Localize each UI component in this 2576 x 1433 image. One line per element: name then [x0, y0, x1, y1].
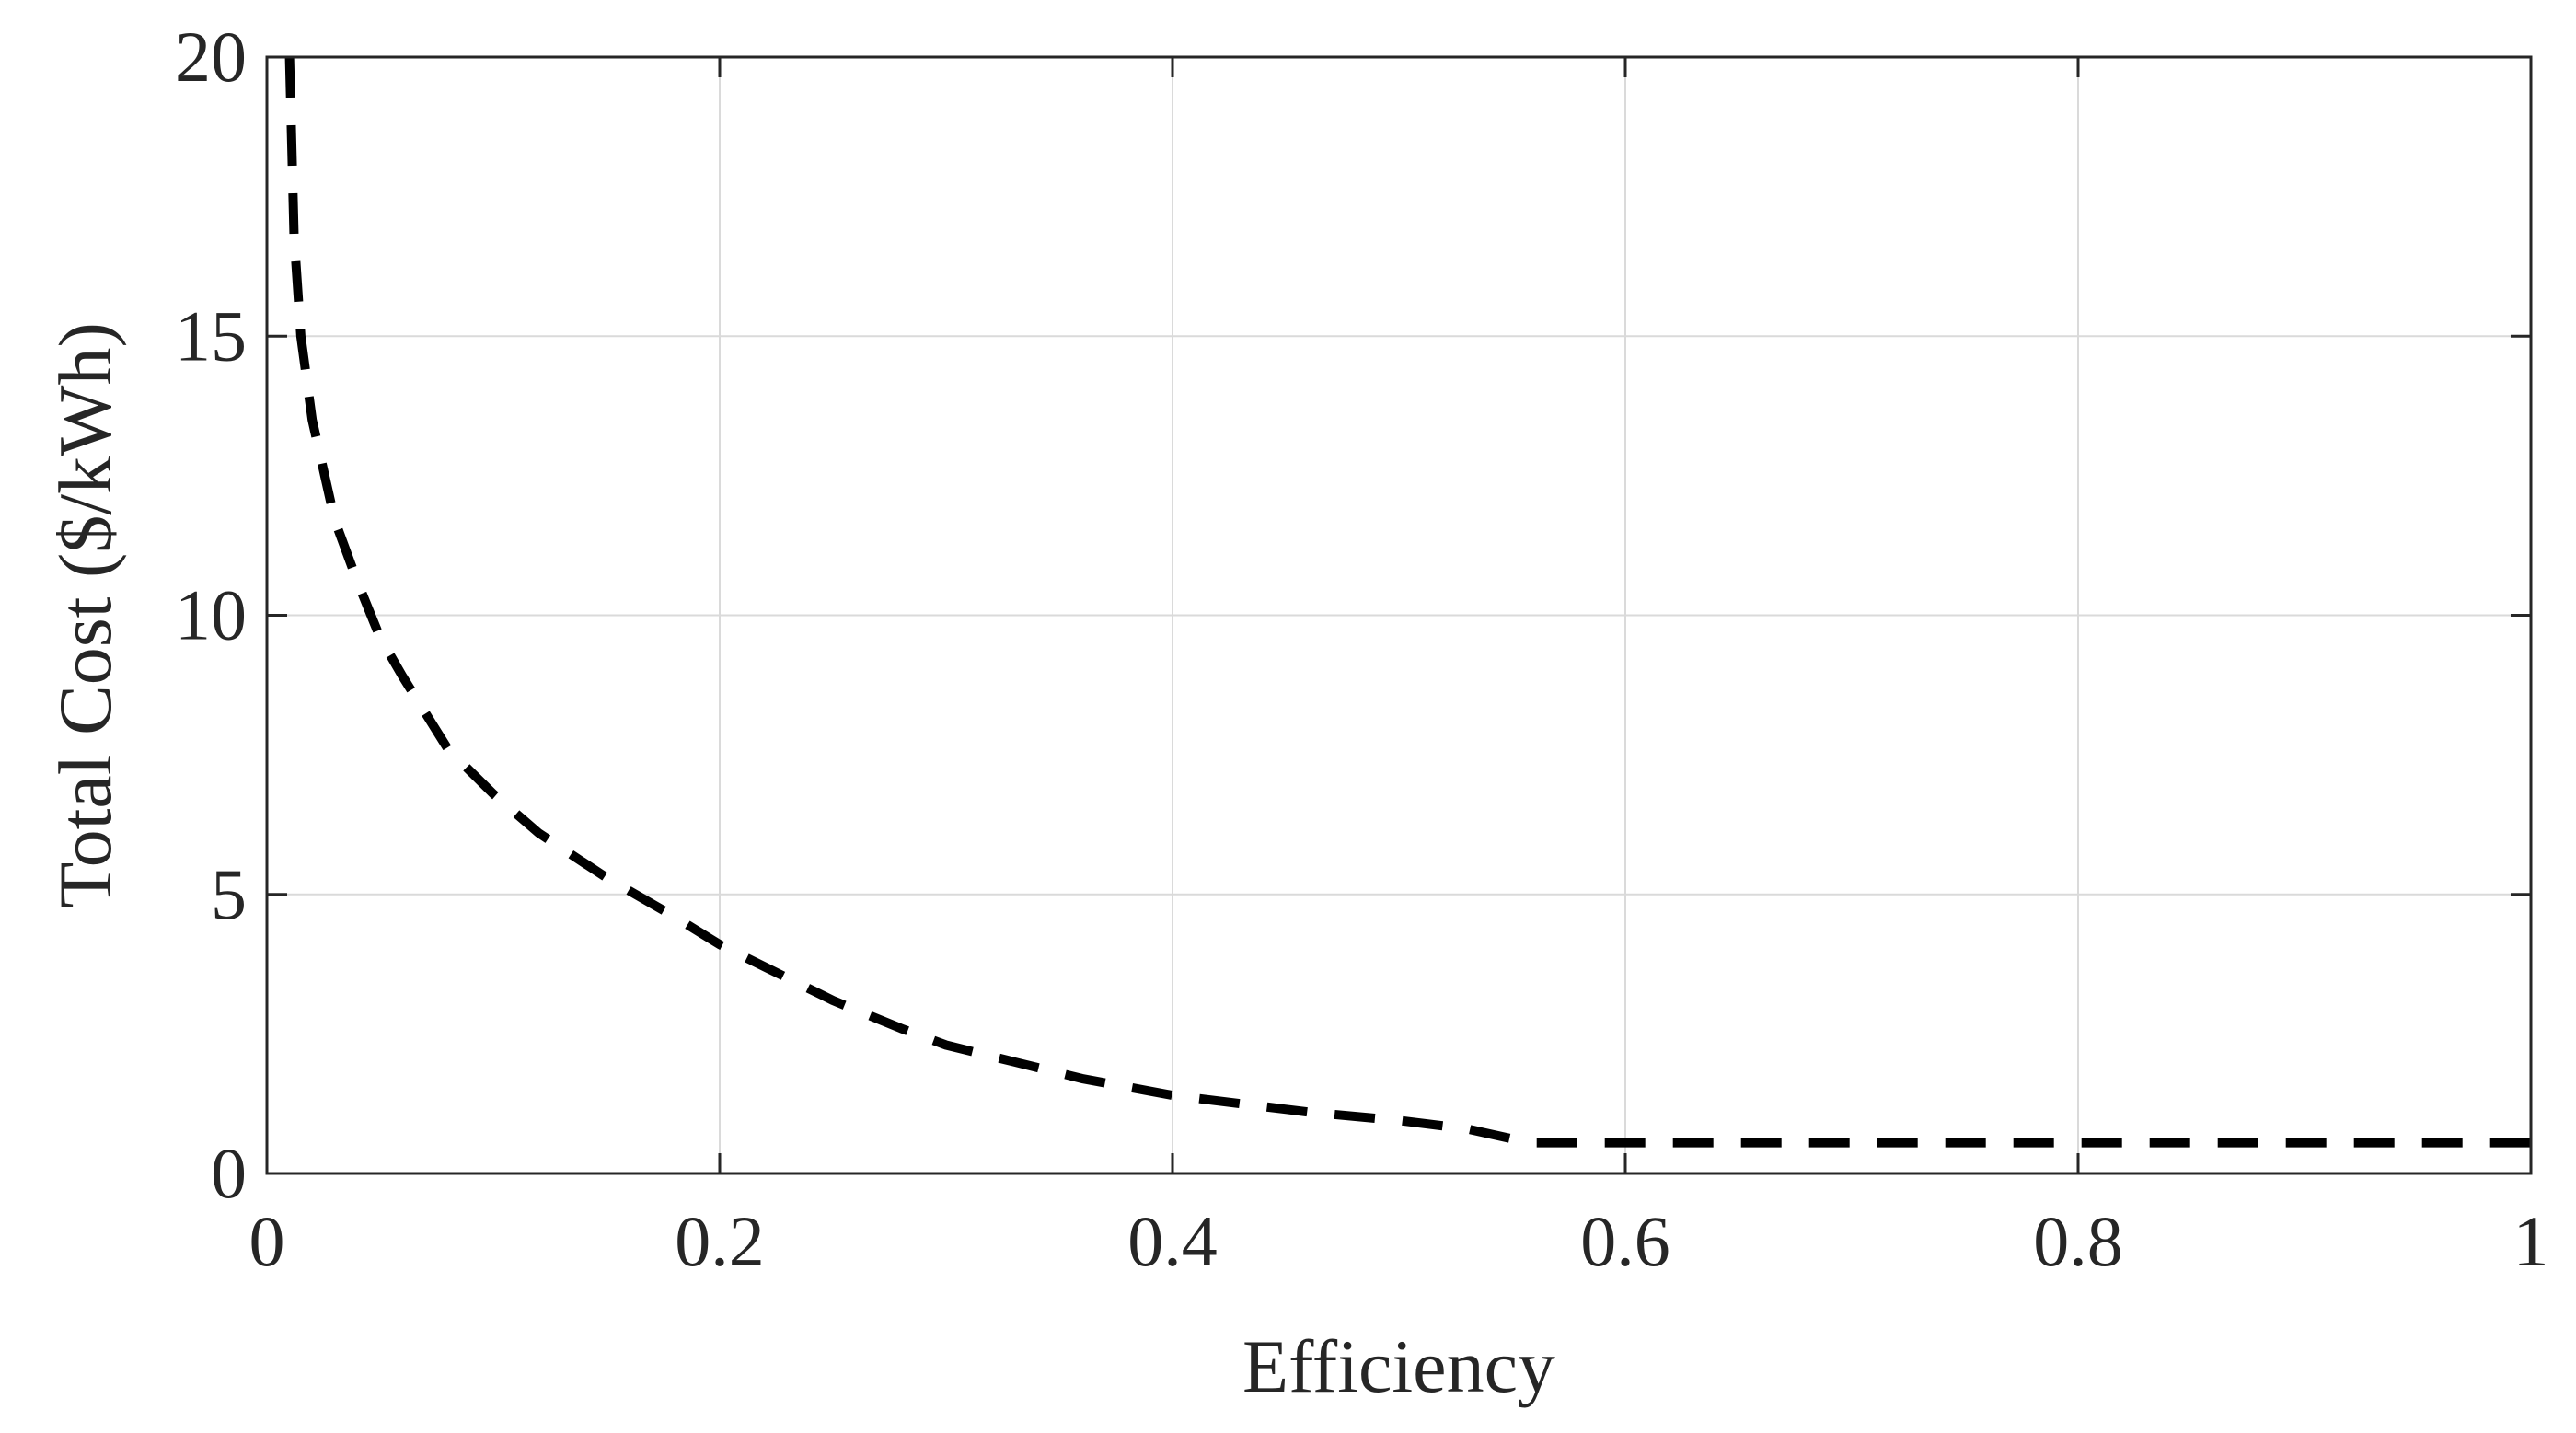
x-tick-labels: 0 0.2 0.4 0.6 0.8 1: [249, 1201, 2549, 1281]
y-axis-title: Total Cost ($/kWh): [43, 322, 127, 908]
x-axis-title: Efficiency: [1242, 1324, 1555, 1408]
y-tick-labels: 0 5 10 15 20: [175, 17, 247, 1213]
y-tick-label: 0: [211, 1133, 247, 1213]
x-tick-label: 1: [2513, 1201, 2549, 1281]
x-tick-label: 0.4: [1127, 1201, 1218, 1281]
y-tick-label: 20: [175, 17, 247, 97]
y-tick-label: 10: [175, 575, 247, 655]
tick-marks: [265, 55, 2533, 1175]
x-tick-label: 0: [249, 1201, 285, 1281]
x-tick-label: 0.6: [1580, 1201, 1670, 1281]
x-tick-label: 0.2: [675, 1201, 765, 1281]
y-tick-label: 15: [175, 295, 247, 376]
y-tick-label: 5: [211, 854, 247, 934]
x-tick-label: 0.8: [2033, 1201, 2123, 1281]
